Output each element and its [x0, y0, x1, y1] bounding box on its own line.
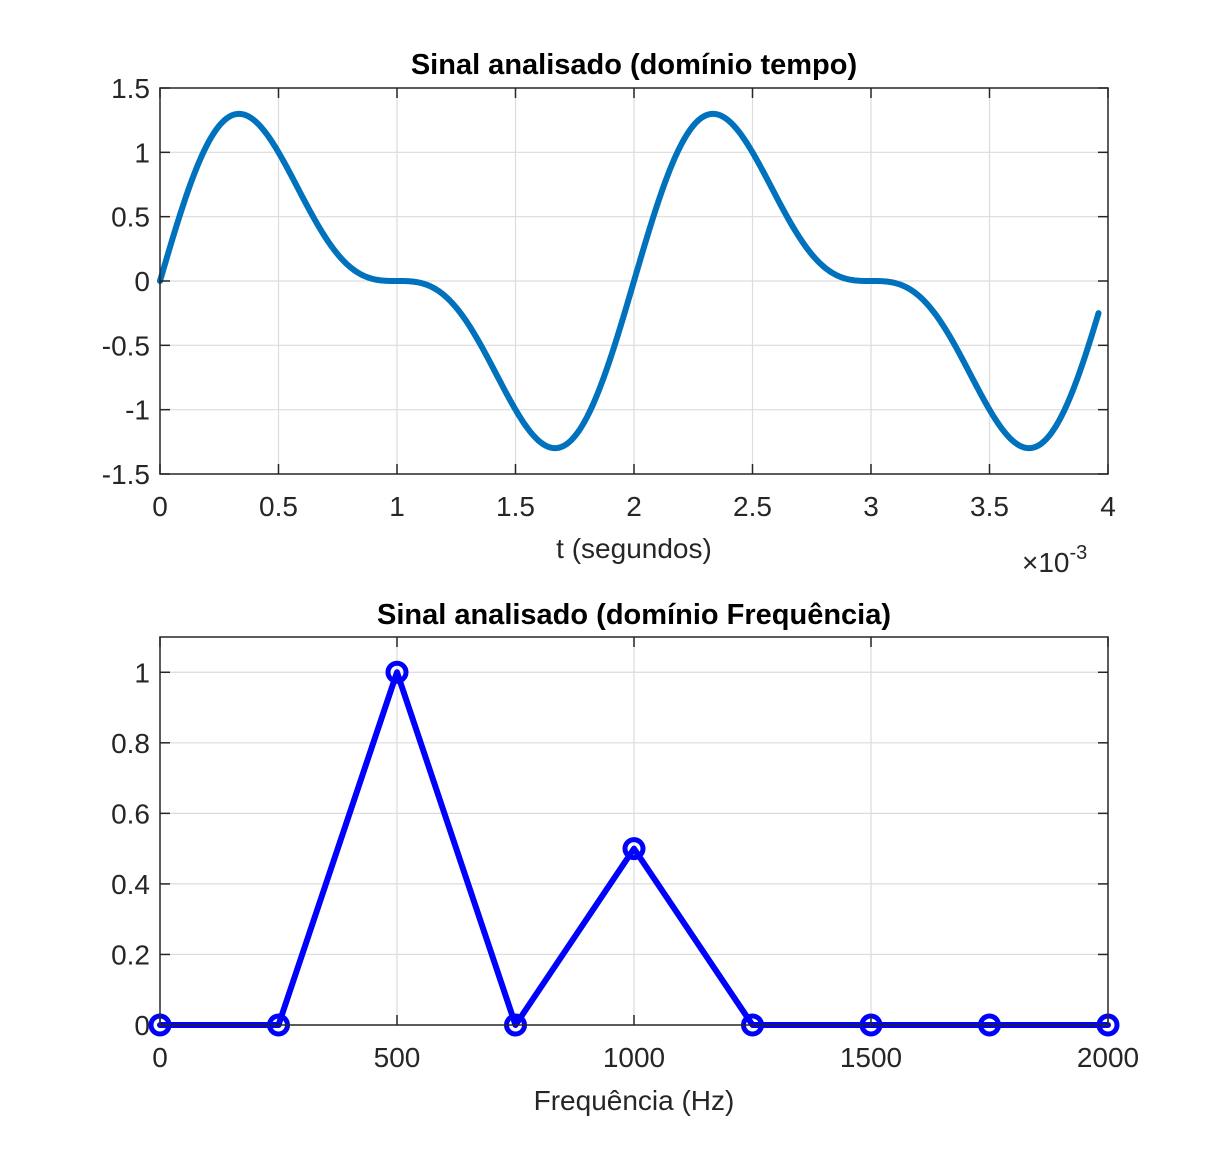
frequency-ticks: 0 500 1000 1500 2000 0 0.2 0.4 0.6 0.8 1: [111, 637, 1139, 1073]
frequency-x-tick-label: 0: [152, 1042, 168, 1073]
frequency-x-tick-label: 500: [374, 1042, 421, 1073]
time-x-tick-label: 2.5: [733, 491, 772, 522]
frequency-grid: [160, 637, 1108, 1025]
time-ticks: 0 0.5 1 1.5 2 2.5 3 3.5 4 -1.5 -1 -0.5 0 0.5 1 1.5: [102, 73, 1116, 522]
time-series: [157, 110, 1102, 452]
frequency-y-tick-label: 0.6: [111, 798, 150, 829]
frequency-x-tick-label: 2000: [1077, 1042, 1139, 1073]
time-y-tick-label: 0.5: [111, 202, 150, 233]
time-domain-axes: 0 0.5 1 1.5 2 2.5 3 3.5 4 -1.5 -1 -0.5 0 0.5 1 1.5 Sina…: [102, 49, 1116, 578]
time-x-tick-label: 4: [1100, 491, 1116, 522]
time-x-axis-label: t (segundos): [556, 533, 712, 564]
spectrum-point: [385, 660, 409, 684]
time-y-tick-label: -0.5: [102, 330, 150, 361]
time-signal-line: [157, 110, 1102, 452]
frequency-plot-title: Sinal analisado (domínio Frequência): [377, 599, 891, 631]
frequency-x-axis-label: Frequência (Hz): [534, 1085, 735, 1116]
time-y-tick-label: 1.5: [111, 73, 150, 104]
frequency-domain-axes: 0 500 1000 1500 2000 0 0.2 0.4 0.6 0.8 1 Sinal ana…: [111, 599, 1139, 1116]
frequency-y-tick-label: 0.4: [111, 869, 150, 900]
x-exponent-power: -3: [1070, 542, 1088, 564]
time-y-tick-label: -1: [125, 395, 150, 426]
frequency-y-tick-label: 1: [134, 657, 150, 688]
time-x-tick-label: 3.5: [970, 491, 1009, 522]
time-x-tick-label: 0: [152, 491, 168, 522]
time-plot-title: Sinal analisado (domínio tempo): [411, 49, 857, 81]
time-x-tick-label: 1: [389, 491, 405, 522]
time-y-tick-label: 0: [134, 266, 150, 297]
time-x-exponent: ×10-3: [1022, 542, 1087, 578]
frequency-y-tick-label: 0.8: [111, 728, 150, 759]
frequency-x-tick-label: 1500: [840, 1042, 902, 1073]
spectrum-point: [622, 837, 646, 861]
time-x-tick-label: 2: [626, 491, 642, 522]
x-exponent-base: ×10: [1022, 547, 1070, 578]
frequency-x-tick-label: 1000: [603, 1042, 665, 1073]
time-x-tick-label: 1.5: [496, 491, 535, 522]
time-y-tick-label: 1: [134, 137, 150, 168]
frequency-y-tick-label: 0.2: [111, 939, 150, 970]
time-x-tick-label: 3: [863, 491, 879, 522]
frequency-y-tick-label: 0: [134, 1010, 150, 1041]
time-x-tick-label: 0.5: [259, 491, 298, 522]
time-y-tick-label: -1.5: [102, 459, 150, 490]
